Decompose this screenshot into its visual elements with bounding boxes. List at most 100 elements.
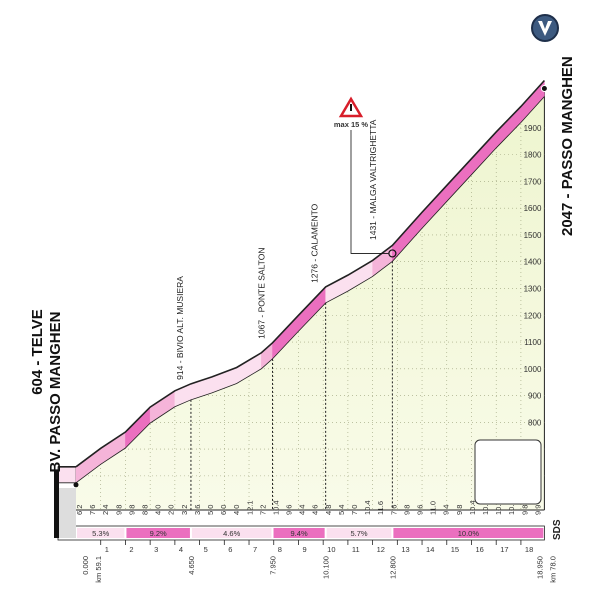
km-gradient: 11.6	[376, 501, 385, 515]
km-label: 0.000	[81, 556, 90, 575]
x-tick-label: 17	[500, 545, 508, 554]
km-gradient: 4.0	[154, 505, 163, 515]
x-tick-label: 7	[253, 545, 257, 554]
km-label: 4.650	[187, 556, 196, 575]
km-gradient: 7.0	[350, 505, 359, 515]
x-tick-label: 4	[179, 545, 183, 554]
km-gradient: 4.6	[311, 505, 320, 515]
km-label: 7.950	[269, 556, 278, 575]
km-gradient: 9.8	[402, 505, 411, 515]
callout-line	[350, 130, 389, 254]
warning-icon	[338, 96, 364, 118]
km-gradient: 9.6	[416, 505, 425, 515]
y-tick-label: 1700	[524, 177, 542, 186]
segment-label: 10.0%	[458, 529, 480, 538]
finish-name: 2047 - PASSO MANGHEN	[559, 56, 576, 236]
km-gradient: 10.4	[468, 500, 477, 515]
km-gradient: 10.4	[363, 500, 372, 515]
x-tick-label: 6	[228, 545, 232, 554]
segment-label: 4.6%	[223, 529, 240, 538]
y-tick-label: 800	[528, 418, 542, 427]
km-gradient: 8.8	[140, 505, 149, 515]
km-gradient: 4.0	[232, 505, 241, 515]
waypoint-label: 914 - BIVIO ALT. MUSIERA	[175, 276, 185, 380]
y-tick-label: 1300	[524, 284, 542, 293]
km-gradient: 6.0	[219, 505, 228, 515]
profile-edge	[75, 96, 545, 484]
y-tick-label: 1200	[524, 311, 542, 320]
km-gradient: 10.0	[481, 500, 490, 515]
y-tick-label: 1400	[524, 258, 542, 267]
max-gradient: max 15 %	[334, 120, 369, 129]
x-tick-label: 10	[327, 545, 335, 554]
waypoint-label: 1431 - MALGA VALTRIGHETTA	[368, 119, 378, 240]
km-gradient: 4.8	[324, 505, 333, 515]
y-tick-label: 1000	[524, 365, 542, 374]
segment-label: 5.3%	[92, 529, 109, 538]
finish-logo	[531, 14, 559, 42]
km-gradient: 9.8	[114, 505, 123, 515]
segment	[77, 528, 125, 538]
km-gradient: 4.4	[298, 505, 307, 515]
x-tick-label: 18	[525, 545, 533, 554]
km-gradient: 9.8	[455, 505, 464, 515]
segment	[191, 528, 272, 538]
km-label: 10.100	[322, 556, 331, 579]
x-tick-label: 13	[401, 545, 409, 554]
segment-label: 9.2%	[150, 529, 167, 538]
scale-bar	[54, 470, 59, 538]
y-tick-label: 1100	[524, 338, 542, 347]
y-tick-label: 1500	[524, 231, 542, 240]
km-gradient: 9.8	[127, 505, 136, 515]
x-tick-label: 11	[352, 545, 360, 554]
x-tick-label: 14	[426, 545, 434, 554]
km-gradient: 7.6	[88, 505, 97, 515]
scale-box	[59, 488, 76, 538]
x-tick-label: 3	[154, 545, 158, 554]
km-gradient: 3.6	[193, 505, 202, 515]
summary-box	[474, 439, 542, 505]
profile-line	[75, 79, 545, 468]
segment-label: 5.7%	[350, 529, 367, 538]
waypoint-label: 1067 - PONTE SALTON	[257, 248, 267, 339]
segment	[393, 528, 544, 538]
y-tick-label: 1900	[524, 124, 542, 133]
profile-area	[76, 96, 545, 510]
y-tick-label: 1600	[524, 204, 542, 213]
x-tick-label: 16	[475, 545, 483, 554]
race-km: km 78.0	[548, 556, 557, 583]
km-gradient: 10.6	[494, 500, 503, 515]
x-tick-label: 2	[129, 545, 133, 554]
km-gradient: 11.0	[429, 501, 438, 515]
x-tick-label: 9	[302, 545, 306, 554]
finish-dot	[540, 85, 548, 93]
y-tick-label: 900	[528, 392, 542, 401]
km-label: 18.950	[535, 556, 544, 579]
km-gradient: 12.1	[245, 500, 254, 515]
km-gradient: 2.0	[167, 505, 176, 515]
waypoint-marker	[388, 249, 397, 258]
x-tick-label: 8	[278, 545, 282, 554]
start-dot	[73, 482, 79, 488]
start-name: 604 - TELVE	[29, 309, 46, 395]
km-gradient: 10.4	[271, 500, 280, 515]
km-gradient: 3.2	[180, 505, 189, 515]
km-gradient: 9.8	[520, 505, 529, 515]
km-gradient: 7.6	[389, 505, 398, 515]
km-gradient: 9.9	[533, 505, 542, 515]
segment	[126, 528, 190, 538]
km-label: 12.800	[388, 556, 397, 579]
segment	[326, 528, 392, 538]
waypoint-label: 1276 - CALAMENTO	[310, 203, 320, 283]
km-gradient: 5.0	[206, 505, 215, 515]
km-gradient: 7.2	[258, 505, 267, 515]
x-tick-label: 12	[377, 545, 385, 554]
x-tick-label: 5	[204, 545, 208, 554]
segment	[273, 528, 325, 538]
brand: SDS	[552, 519, 563, 540]
km-gradient: 10.0	[507, 500, 516, 515]
x-tick-label: 15	[451, 545, 459, 554]
km-gradient: 9.6	[285, 505, 294, 515]
race-km: km 59.1	[94, 556, 103, 583]
